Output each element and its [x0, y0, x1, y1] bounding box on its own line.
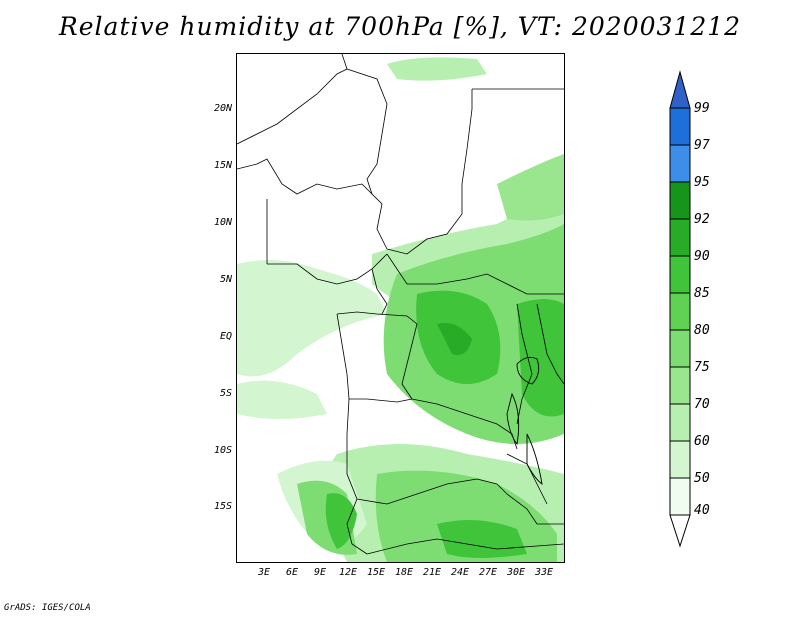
colorbar-box-50-60	[669, 440, 691, 479]
chart-title: Relative humidity at 700hPa [%], VT: 202…	[58, 12, 742, 41]
lon-tick-9e: 9E	[313, 567, 327, 578]
colorbar-label-90: 90	[694, 249, 710, 264]
colorbar-top-arrow	[669, 70, 691, 109]
colorbar-label-99: 99	[694, 101, 710, 116]
colorbar-label-80: 80	[694, 323, 710, 338]
colorbar-box-60-70	[669, 403, 691, 442]
lon-tick-12e: 12E	[338, 567, 358, 578]
colorbar-label-95: 95	[694, 175, 710, 190]
country-borders	[237, 54, 564, 555]
lon-tick-6e: 6E	[285, 567, 299, 578]
colorbar-box-70-75	[669, 366, 691, 405]
lat-tick-15n: 15N	[213, 160, 232, 171]
lon-tick-27e: 27E	[478, 567, 498, 578]
colorbar-box-85-90	[669, 255, 691, 294]
lon-tick-21e: 21E	[422, 567, 442, 578]
lat-tick-eq: EQ	[219, 331, 232, 342]
colorbar-label-70: 70	[694, 397, 710, 412]
lon-tick-18e: 18E	[394, 567, 414, 578]
lon-tick-30e: 30E	[506, 567, 526, 578]
colorbar-bottom-arrow	[669, 514, 691, 548]
lon-tick-24e: 24E	[450, 567, 470, 578]
lon-tick-33e: 33E	[534, 567, 554, 578]
lat-tick-10s: 10S	[213, 445, 232, 456]
colorbar-label-85: 85	[694, 286, 710, 301]
lon-tick-3e: 3E	[257, 567, 271, 578]
lat-tick-15s: 15S	[213, 501, 232, 512]
lat-tick-20n: 20N	[213, 103, 232, 114]
colorbar-box-75-80	[669, 329, 691, 368]
colorbar-box-97-99	[669, 107, 691, 146]
humidity-map	[236, 53, 565, 563]
colorbar-box-80-85	[669, 292, 691, 331]
colorbar-label-97: 97	[694, 138, 710, 153]
colorbar-label-40: 40	[694, 503, 710, 518]
lat-tick-10n: 10N	[213, 217, 232, 228]
map-canvas	[237, 54, 564, 562]
colorbar-box-40-50	[669, 477, 691, 516]
colorbar	[669, 70, 691, 548]
lat-tick-5n: 5N	[219, 274, 232, 285]
colorbar-label-92: 92	[694, 212, 710, 227]
colorbar-box-95-97	[669, 144, 691, 183]
colorbar-label-50: 50	[694, 471, 710, 486]
lat-tick-5s: 5S	[219, 388, 232, 399]
lon-tick-15e: 15E	[366, 567, 386, 578]
credit-text: GrADS: IGES/COLA	[4, 603, 91, 613]
colorbar-label-60: 60	[694, 434, 710, 449]
colorbar-label-75: 75	[694, 360, 710, 375]
colorbar-box-92-95	[669, 181, 691, 220]
colorbar-box-90-92	[669, 218, 691, 257]
lakes	[506, 356, 543, 485]
